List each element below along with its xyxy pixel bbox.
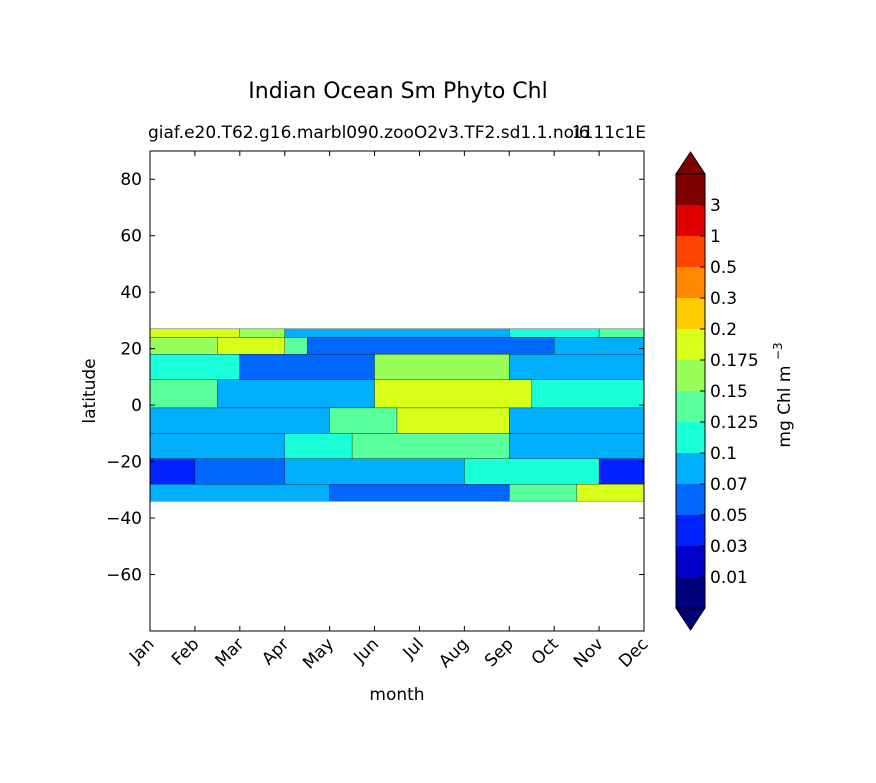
contour-band [284, 458, 465, 485]
contour-band [576, 484, 644, 502]
x-tick-label: Feb [168, 634, 203, 669]
plot-area [149, 150, 645, 632]
colorbar-tick-label: 0.05 [710, 506, 748, 526]
contour-band [284, 433, 353, 459]
contour-band [374, 379, 532, 409]
contour-field [150, 328, 644, 502]
colorbar-tick-label: 0.5 [710, 258, 737, 278]
colorbar-tick-label: 0.3 [710, 289, 737, 309]
contour-band [284, 337, 308, 355]
contour-band [239, 328, 285, 338]
contour-band [284, 328, 510, 338]
colorbar-segment [676, 205, 705, 236]
colorbar-tick-label: 0.07 [710, 475, 748, 495]
x-tick-label: Oct [528, 634, 563, 669]
contour-band [554, 337, 644, 355]
contour-band [509, 484, 577, 502]
y-tick-label: −60 [106, 566, 142, 586]
contour-band [150, 354, 240, 380]
y-tick-label: 80 [120, 170, 142, 190]
colorbar-segment [676, 267, 705, 298]
colorbar-segment [676, 546, 705, 577]
colorbar-tick-label: 0.125 [710, 413, 759, 433]
contour-band [307, 337, 555, 355]
y-tick-label: 60 [120, 227, 142, 247]
colorbar-segment [676, 329, 705, 360]
contour-band [396, 407, 510, 434]
contour-band [509, 354, 644, 380]
chart-subtitle-case-name: giaf.e20.T62.g16.marbl090.zooO2v3.TF2.sd… [148, 123, 590, 143]
contour-band [194, 458, 285, 485]
colorbar-segment [676, 360, 705, 391]
colorbar-tick-label: 0.15 [710, 382, 748, 402]
x-tick-label: Sep [481, 634, 518, 671]
colorbar-tick-label: 3 [710, 196, 721, 216]
colorbar-segment [676, 577, 705, 608]
contour-band [150, 458, 196, 485]
colorbar-segment [676, 484, 705, 515]
contour-band [329, 484, 510, 502]
contour-band [150, 484, 330, 502]
contour-band [150, 379, 218, 409]
contour-band [509, 328, 600, 338]
colorbar-extend-min [675, 607, 706, 631]
y-axis-label: latitude [80, 358, 100, 423]
contour-band [217, 337, 285, 355]
contour-band [509, 407, 644, 434]
contour-band [150, 328, 240, 338]
x-tick-label: Dec [615, 634, 652, 671]
contour-band [509, 433, 644, 459]
colorbar-tick-label: 0.1 [710, 444, 737, 464]
x-tick-label: Mar [212, 634, 249, 671]
x-axis-label: month [369, 685, 424, 705]
colorbar-tick-label: 0.175 [710, 351, 759, 371]
contour-band [598, 458, 644, 485]
x-tick-label: Aug [435, 634, 473, 672]
x-tick-label: Jul [399, 634, 428, 663]
plot-frame [149, 150, 645, 632]
contour-band [150, 337, 218, 355]
colorbar-extend-max [675, 151, 706, 175]
x-tick-label: Apr [258, 634, 293, 669]
colorbar-tick-label: 0.03 [710, 537, 748, 557]
contour-band [464, 458, 600, 485]
svg-text:mg Chl m −3: mg Chl m −3 [771, 342, 795, 447]
colorbar-segment [676, 515, 705, 546]
y-tick-label: −20 [106, 453, 142, 473]
y-tick-label: 0 [131, 396, 142, 416]
colorbar-segment [676, 453, 705, 484]
contour-band [329, 407, 398, 434]
colorbar-tick-label: 1 [710, 227, 721, 247]
x-tick-label: May [299, 634, 338, 673]
colorbar: 0.01 0.03 0.05 0.07 0.1 0.125 0.15 0.175 0.2 0.3 0… [675, 151, 759, 631]
colorbar-label: mg Chl m −3 [771, 342, 795, 447]
y-tick-label: 20 [120, 340, 142, 360]
chart-title: Indian Ocean Sm Phyto Chl [248, 79, 547, 104]
contour-band [598, 328, 644, 338]
contour-band [150, 407, 330, 434]
y-tick-label: 40 [120, 283, 142, 303]
contour-band [351, 433, 510, 459]
colorbar-segment [676, 391, 705, 422]
colorbar-tick-label: 0.2 [710, 320, 737, 340]
x-tick-label: Jan [125, 634, 158, 667]
colorbar-segment [676, 236, 705, 267]
x-tick-label: Nov [570, 634, 608, 672]
contour-band [217, 379, 375, 409]
colorbar-label-text: mg Chl m [775, 366, 795, 448]
colorbar-segment [676, 422, 705, 453]
contour-band [239, 354, 375, 380]
contour-band [150, 433, 285, 459]
x-tick-label: Jun [349, 634, 383, 668]
colorbar-segment [676, 298, 705, 329]
contour-band [374, 354, 510, 380]
colorbar-tick-label: 0.01 [710, 568, 748, 588]
colorbar-label-exponent: −3 [771, 342, 785, 360]
y-tick-label: −40 [106, 509, 142, 529]
chart-subtitle-case-overlap: 1111c1E [572, 123, 646, 143]
contour-band [531, 379, 644, 409]
colorbar-segment [676, 174, 705, 205]
